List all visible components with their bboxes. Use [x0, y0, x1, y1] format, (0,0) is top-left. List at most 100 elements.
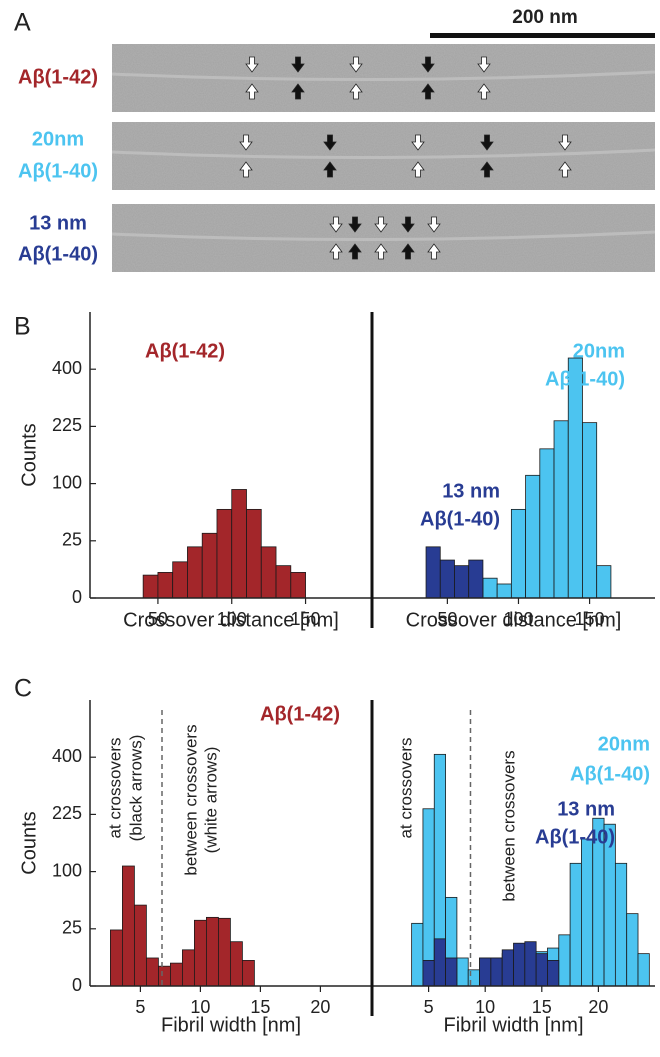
annotation: between crossovers: [499, 750, 518, 901]
arrow: [401, 216, 415, 233]
scale-bar: [430, 33, 655, 38]
y-tick-label: 225: [52, 415, 82, 435]
bar: [229, 941, 243, 987]
scale-bar-label: 200 nm: [512, 7, 577, 28]
y-axis-label: Counts: [18, 423, 40, 486]
bar: [614, 862, 628, 987]
series-label: 20nm: [598, 733, 650, 755]
x-axis-label: Crossover distance [nm]: [123, 609, 339, 631]
bar: [145, 957, 159, 987]
bar: [535, 953, 548, 987]
y-tick-label: 100: [52, 472, 82, 492]
fibril: [111, 70, 656, 82]
x-tick-label: 50: [148, 609, 168, 629]
series-label: Aβ(1-42): [145, 340, 225, 362]
y-tick-label: 225: [52, 803, 82, 823]
arrow: [411, 134, 425, 151]
fibril: [111, 148, 656, 160]
bar: [479, 957, 492, 987]
x-tick-label: 150: [291, 609, 321, 629]
arrow: [245, 56, 259, 73]
bar: [241, 960, 255, 987]
arrow: [421, 83, 435, 100]
bar: [456, 957, 469, 987]
bar: [110, 929, 123, 987]
bar: [637, 953, 650, 987]
sample-label: 13 nm: [29, 212, 87, 234]
bar: [433, 938, 446, 987]
y-tick-label: 400: [52, 746, 82, 766]
bar: [422, 808, 435, 987]
arrow: [323, 134, 337, 151]
annotation: at crossovers: [105, 737, 124, 838]
sample-label: Aβ(1-40): [18, 243, 98, 265]
bar: [122, 865, 135, 987]
arrow: [348, 216, 362, 233]
x-tick-label: 10: [475, 997, 495, 1017]
bar: [290, 572, 306, 599]
x-tick-label: 20: [310, 997, 330, 1017]
arrow: [329, 243, 343, 260]
arrow: [411, 161, 425, 178]
bar: [513, 942, 526, 987]
series-label: Aβ(1-40): [570, 763, 650, 785]
arrow: [477, 83, 491, 100]
bar: [567, 357, 583, 599]
x-tick-label: 50: [437, 609, 457, 629]
arrow: [374, 243, 388, 260]
bar: [260, 546, 277, 599]
arrow: [348, 243, 362, 260]
y-axis-label: Counts: [18, 811, 40, 874]
arrow: [477, 56, 491, 73]
arrow: [558, 134, 572, 151]
bar: [133, 904, 147, 987]
bar: [411, 922, 424, 987]
bar: [201, 532, 218, 599]
bar: [524, 941, 537, 987]
series-label: 13 nm: [557, 798, 615, 820]
bar: [582, 422, 598, 599]
arrow: [421, 56, 435, 73]
x-tick-label: 15: [250, 997, 270, 1017]
bar: [501, 949, 514, 987]
series-label: Aβ(1-40): [545, 368, 625, 390]
arrow: [291, 56, 305, 73]
bar: [626, 913, 639, 987]
arrow: [374, 216, 388, 233]
bar: [205, 916, 219, 987]
series-label: 20nm: [573, 340, 625, 362]
bar: [246, 508, 262, 599]
series-label: Aβ(1-40): [420, 508, 500, 530]
x-tick-label: 100: [503, 609, 533, 629]
bar: [422, 960, 435, 987]
bar: [454, 565, 470, 599]
arrow: [239, 161, 253, 178]
bar: [445, 957, 458, 987]
arrow: [323, 161, 337, 178]
x-axis-label: Crossover distance [nm]: [406, 609, 622, 631]
bar: [216, 508, 233, 599]
sample-label: Aβ(1-40): [18, 160, 98, 182]
annotation: between crossovers: [181, 724, 200, 875]
bar: [596, 565, 612, 599]
arrow: [401, 243, 415, 260]
x-tick-label: 20: [588, 997, 608, 1017]
bar: [142, 574, 159, 599]
sample-label: 20nm: [32, 128, 84, 150]
y-tick-label: 25: [62, 918, 82, 938]
y-tick-label: 25: [62, 530, 82, 550]
bar: [169, 962, 183, 987]
bar: [581, 838, 594, 987]
arrow: [349, 56, 363, 73]
bar: [217, 917, 231, 987]
bar: [468, 559, 484, 599]
bar: [157, 965, 171, 987]
arrow: [239, 134, 253, 151]
x-tick-label: 5: [424, 997, 434, 1017]
annotation: at crossovers: [396, 737, 415, 838]
bar: [425, 546, 441, 599]
series-label: Aβ(1-42): [260, 703, 340, 725]
bar: [539, 448, 555, 599]
bar: [187, 546, 203, 599]
